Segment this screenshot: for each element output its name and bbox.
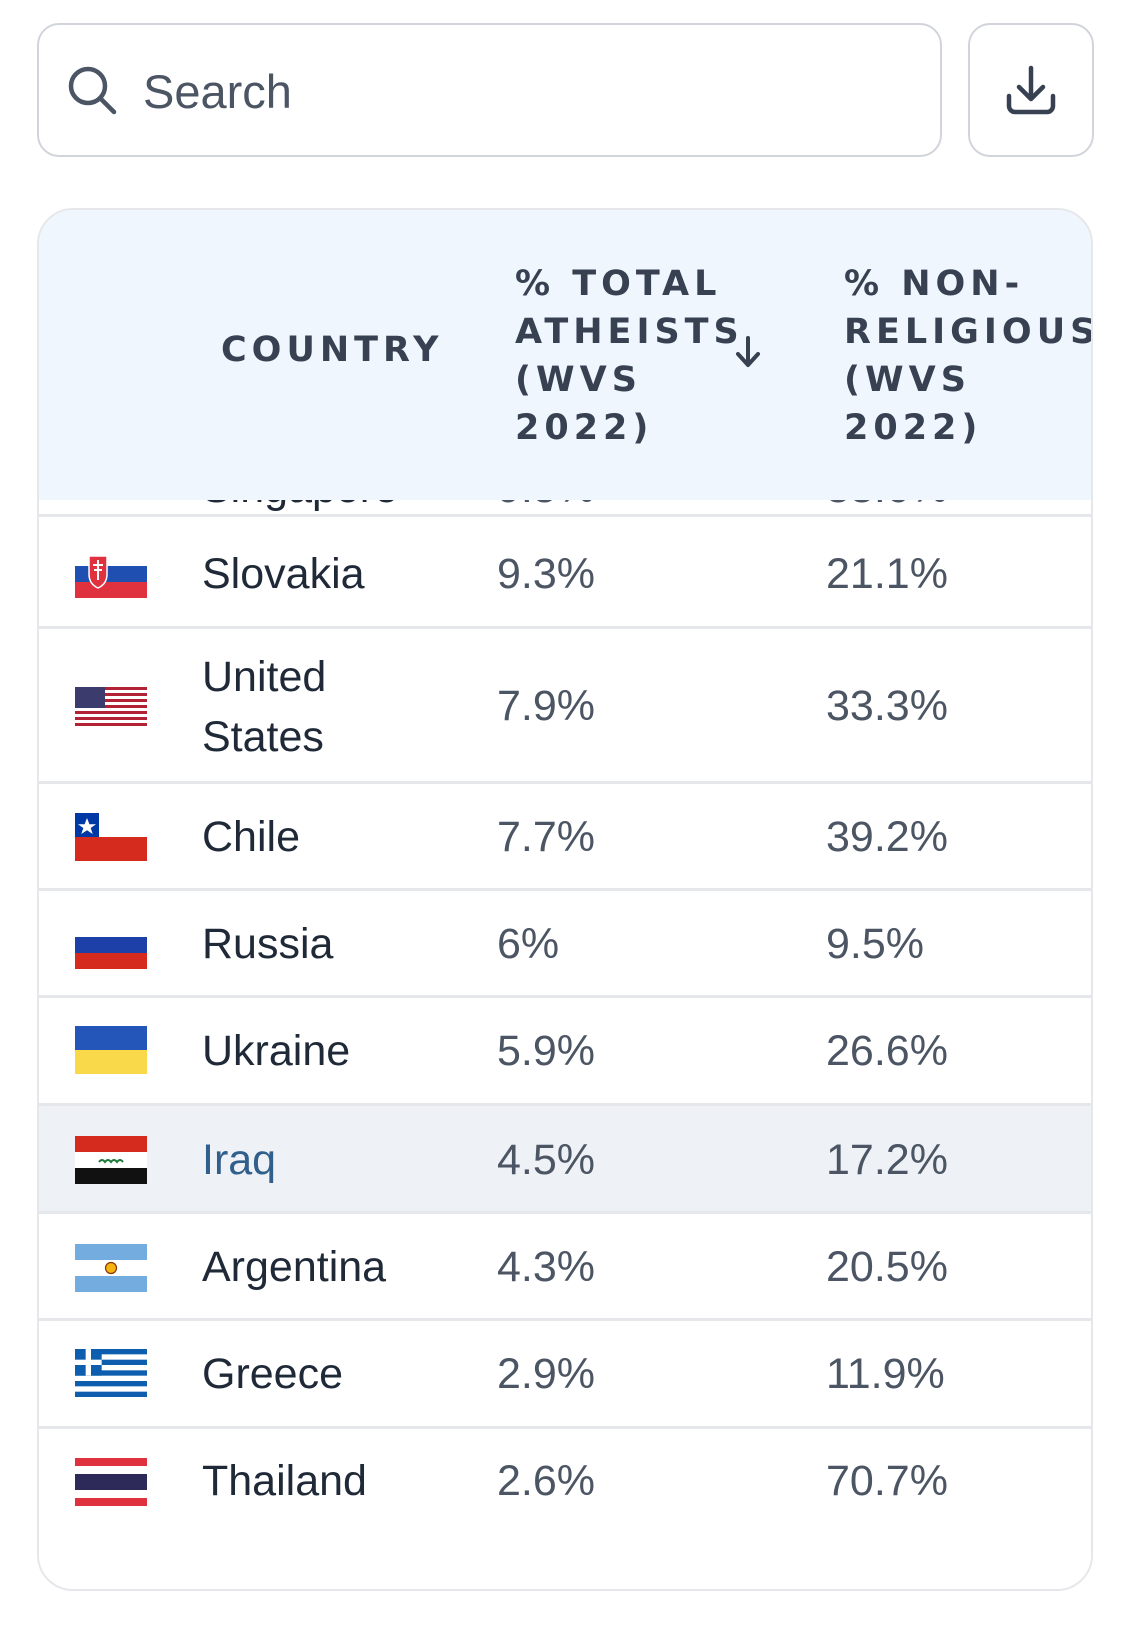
table-header: COUNTRY % TOTAL ATHEISTS (WVS 2022) % NO… (39, 210, 1091, 500)
data-table: COUNTRY % TOTAL ATHEISTS (WVS 2022) % NO… (37, 208, 1093, 1591)
united-states-flag-icon (75, 687, 147, 726)
table-row[interactable]: Thailand 2.6% 70.7% (39, 1429, 1091, 1589)
atheists-value: 2.9% (497, 1350, 596, 1398)
table-row[interactable]: Greece 2.9% 11.9% (39, 1321, 1091, 1429)
country-name: United States (202, 653, 327, 761)
nonreligious-value: 70.7% (826, 1457, 948, 1505)
country-name: Russia (202, 920, 334, 968)
table-row[interactable]: Argentina 4.3% 20.5% (39, 1214, 1091, 1321)
atheists-value: 7.9% (497, 682, 596, 730)
search-box[interactable] (37, 23, 942, 157)
atheists-value: 4.3% (497, 1243, 596, 1291)
search-icon (68, 66, 117, 115)
atheists-value: 7.7% (497, 813, 596, 861)
table-row[interactable]: Iraq 4.5% 17.2% (39, 1106, 1091, 1214)
country-name: Ukraine (202, 1027, 351, 1075)
country-name: Slovakia (202, 550, 365, 598)
country-name[interactable]: Iraq (202, 1136, 277, 1184)
search-input[interactable] (141, 53, 915, 129)
atheists-value: 2.6% (497, 1457, 596, 1505)
nonreligious-value: 9.5% (826, 920, 925, 968)
country-name: Greece (202, 1350, 344, 1398)
atheists-value: 6% (497, 920, 560, 968)
nonreligious-value: 20.5% (826, 1243, 948, 1291)
slovakia-flag-icon (75, 550, 147, 598)
country-name: Thailand (202, 1457, 367, 1505)
nonreligious-value: 11.9% (826, 1350, 945, 1398)
nonreligious-value: 33.3% (826, 682, 948, 730)
nonreligious-value: 21.1% (826, 550, 948, 598)
column-header-nonreligious[interactable]: % NON-RELIGIOUS (WVS 2022) (844, 264, 1093, 448)
chile-flag-icon (75, 813, 147, 861)
ukraine-flag-icon (75, 1026, 147, 1074)
nonreligious-value: 26.6% (826, 1027, 948, 1075)
column-header-country[interactable]: COUNTRY (221, 330, 444, 370)
atheists-value: 5.9% (497, 1027, 596, 1075)
argentina-flag-icon (75, 1244, 147, 1292)
table-row[interactable]: Russia 6% 9.5% (39, 891, 1091, 998)
download-button[interactable] (968, 23, 1094, 157)
iraq-flag-icon (75, 1136, 147, 1184)
russia-flag-icon (75, 921, 147, 969)
atheists-value: 4.5% (497, 1136, 596, 1184)
atheists-value: 9.3% (497, 550, 596, 598)
table-row[interactable]: Ukraine 5.9% 26.6% (39, 998, 1091, 1106)
table-row[interactable]: Chile 7.7% 39.2% (39, 784, 1091, 891)
arrow-down-icon[interactable] (733, 334, 763, 370)
table-row[interactable]: Slovakia 9.3% 21.1% (39, 520, 1091, 629)
nonreligious-value: 17.2% (826, 1136, 948, 1184)
column-header-atheists[interactable]: % TOTAL ATHEISTS (WVS 2022) (515, 264, 744, 448)
download-icon (1006, 65, 1056, 115)
greece-flag-icon (75, 1349, 147, 1397)
nonreligious-value: 39.2% (826, 813, 948, 861)
table-row[interactable]: United States 7.9% 33.3% (39, 629, 1091, 784)
country-name: Argentina (202, 1243, 387, 1291)
thailand-flag-icon (75, 1458, 147, 1506)
country-name: Chile (202, 813, 300, 861)
